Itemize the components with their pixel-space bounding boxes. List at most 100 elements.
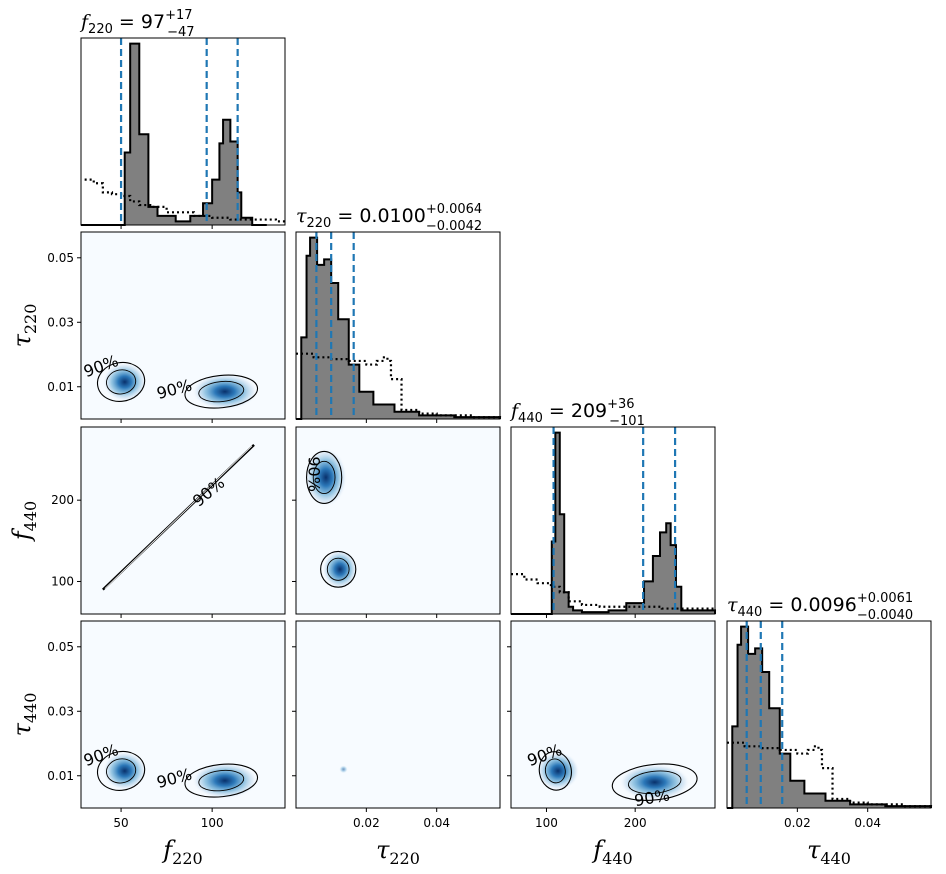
title-lower-1: −0.0042 [426,219,482,234]
contour-outer-7 [611,763,698,801]
ytick-label-3-0: 0.01 [47,769,74,783]
title-lower-2: −101 [609,414,645,429]
ytick-label-2-1: 200 [51,493,74,507]
title-lower-3: −0.0040 [857,608,913,623]
density-blob-2 [304,448,347,507]
xlabel-2: f440 [591,836,632,868]
title-upper-1: +0.0064 [426,202,482,217]
density-blob-8 [619,764,691,801]
ytick-label-1-2: 0.05 [47,251,74,265]
panel-frame-3-2 [510,620,716,809]
panel-frame-0-0 [80,37,286,226]
contour-outer-2 [306,450,343,504]
title-symbol-0: f [79,11,91,33]
ylabel-1-symbol: τ [8,333,36,347]
ytick-label-1-0: 0.01 [47,380,74,394]
title-subscript-1: 220 [307,216,332,231]
prior-hist-0 [84,178,285,223]
contour-layer [81,38,933,809]
title-value-0: = 97 [113,11,165,33]
ylabel-3-symbol: τ [8,722,36,736]
contour-inner-0 [106,369,137,395]
title-symbol-1: τ [296,205,307,227]
contour-outer-1 [184,374,259,409]
ylabel-3-subscript: 440 [21,693,40,724]
xlabel-3-subscript: 440 [820,849,851,868]
title-subscript-0: 220 [88,22,113,37]
xtick-label-3-0: 0.02 [784,816,811,830]
panel-backgrounds [81,232,715,808]
posterior-fill-1 [296,237,500,419]
title-symbol-2: f [509,400,521,422]
title-subscript-2: 440 [518,411,543,426]
contour-inner-5 [198,769,245,792]
ylabel-3: τ440 [8,693,40,737]
contour-inner-7 [627,770,682,794]
ytick-label-2-0: 100 [51,574,74,588]
contour-inner-2 [312,460,336,494]
ylabel-2-subscript: 440 [21,501,40,532]
xtick-label-2-1: 200 [624,816,647,830]
xlabel-0: f220 [161,836,202,868]
contour-inner-4 [106,758,137,784]
density-blob-6 [339,765,348,774]
xlabel-2-subscript: 440 [602,849,633,868]
title-0: f220 = 97+17 [79,8,193,37]
xlabel-1-subscript: 220 [389,849,420,868]
panel-frame-3-3 [726,620,932,809]
xlabel-0-subscript: 220 [172,849,203,868]
title-3: τ440 = 0.0096+0.0061 [727,591,913,620]
ytick-label-3-1: 0.03 [47,704,74,718]
degeneracy-inner-0 [104,445,253,589]
xlabel-1-symbol: τ [376,836,390,864]
title-2: f440 = 209+36 [509,397,635,426]
posterior-fill-2 [511,432,715,614]
contour-inner-1 [198,380,245,403]
ylabel-2: f440 [8,501,40,542]
panel-frame-1-1 [295,231,501,420]
xtick-label-3-1: 0.04 [854,816,881,830]
title-upper-0: +17 [165,8,192,23]
contour-outer-4 [96,750,146,791]
ylabel-1-subscript: 220 [21,304,40,335]
panel-frame-3-0 [80,620,286,809]
title-value-1: = 0.0100 [331,205,425,227]
contour-inner-6 [544,758,566,784]
density-blob-3 [322,549,358,589]
ylabel-1: τ220 [8,304,40,348]
title-value-2: = 209 [543,400,607,422]
panel-frame-2-0 [80,426,286,615]
ytick-label-1-1: 0.03 [47,315,74,329]
panel-frame-1-0 [80,231,286,420]
posterior-fill-3 [727,626,931,808]
prior-hist-2 [511,572,717,611]
posterior-fill-0 [81,43,267,225]
panel-frame-3-1 [295,620,501,809]
text-layer: 90%90%90%90%90%90%90%90%50 100 0.02 0.04 100… [8,8,913,868]
panel-frames [77,37,932,812]
title-symbol-3: τ [727,594,738,616]
title-upper-2: +36 [607,397,634,412]
posterior-hist-2 [511,431,716,615]
ytick-label-3-2: 0.05 [47,640,74,654]
title-lower-0: −47 [167,25,194,40]
panel-bg-3-1 [296,621,500,808]
xtick-label-2-0: 100 [535,816,558,830]
contour-inner-3 [326,557,350,581]
prior-hist-3 [727,741,933,808]
xlabel-3: τ440 [807,836,851,868]
title-1: τ220 = 0.0100+0.0064 [296,202,482,231]
panel-bg-2-0 [81,427,285,614]
title-value-3: = 0.0096 [762,594,856,616]
contour-label-2: 90% [304,456,323,492]
xlabel-3-symbol: τ [807,836,821,864]
panel-frame-2-2 [510,426,716,615]
xtick-label-0-0: 50 [113,816,128,830]
xtick-label-0-1: 100 [201,816,224,830]
contour-outer-5 [184,763,259,798]
title-subscript-3: 440 [738,605,763,620]
xlabel-1: τ220 [376,836,420,868]
title-upper-3: +0.0061 [857,591,913,606]
xtick-label-1-1: 0.04 [423,816,450,830]
